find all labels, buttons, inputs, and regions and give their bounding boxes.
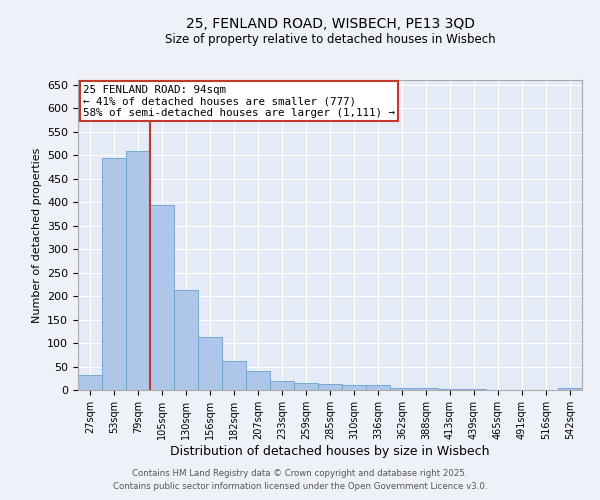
Y-axis label: Number of detached properties: Number of detached properties <box>32 148 41 322</box>
X-axis label: Distribution of detached houses by size in Wisbech: Distribution of detached houses by size … <box>170 444 490 458</box>
Bar <box>270 380 294 390</box>
Bar <box>198 338 222 390</box>
Bar <box>150 206 174 390</box>
Bar <box>102 158 126 390</box>
Bar <box>222 361 246 390</box>
Text: 25 FENLAND ROAD: 94sqm
← 41% of detached houses are smaller (777)
58% of semi-de: 25 FENLAND ROAD: 94sqm ← 41% of detached… <box>83 84 395 118</box>
Bar <box>438 388 462 390</box>
Bar <box>342 386 366 390</box>
Bar <box>294 383 318 390</box>
Bar <box>246 371 270 390</box>
Bar <box>558 388 582 390</box>
Bar <box>414 388 438 390</box>
Bar <box>318 384 342 390</box>
Bar <box>174 290 198 390</box>
Text: Contains HM Land Registry data © Crown copyright and database right 2025.: Contains HM Land Registry data © Crown c… <box>132 468 468 477</box>
Bar <box>462 389 486 390</box>
Bar <box>126 152 150 390</box>
Bar <box>390 388 414 390</box>
Text: Size of property relative to detached houses in Wisbech: Size of property relative to detached ho… <box>164 32 496 46</box>
Text: Contains public sector information licensed under the Open Government Licence v3: Contains public sector information licen… <box>113 482 487 491</box>
Bar <box>78 374 102 390</box>
Bar <box>366 386 390 390</box>
Text: 25, FENLAND ROAD, WISBECH, PE13 3QD: 25, FENLAND ROAD, WISBECH, PE13 3QD <box>185 18 475 32</box>
